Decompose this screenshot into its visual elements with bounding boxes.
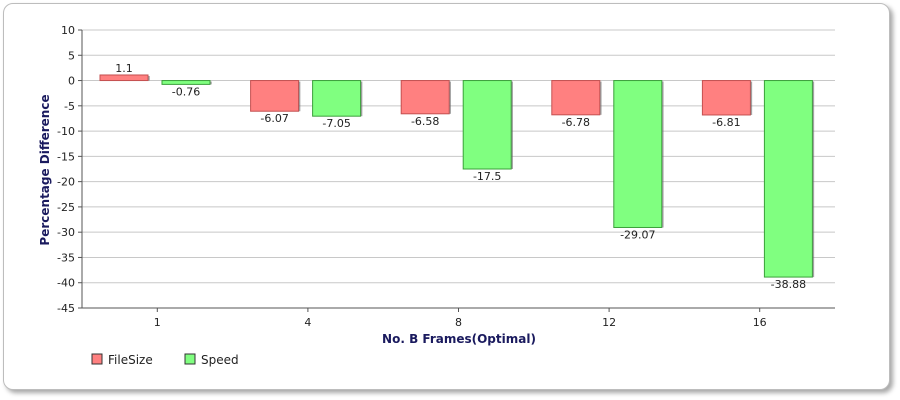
bar-filesize [551,80,601,116]
y-tick-label: -40 [57,277,75,290]
bar-speed [161,80,211,85]
data-label: -29.07 [620,228,655,241]
y-tick-label: -35 [57,251,75,264]
legend-swatch-speed [184,353,196,365]
y-tick-label: -10 [57,125,75,138]
bars [99,74,815,278]
legend: FileSize Speed [91,353,239,367]
plot-area [82,30,835,308]
data-label: -38.88 [771,278,806,291]
bar-speed [312,80,362,117]
legend-label-filesize: FileSize [108,353,153,367]
bar-speed [613,80,663,228]
y-tick-label: -30 [57,226,75,239]
y-tick-label: -20 [57,176,75,189]
bar-filesize [400,80,450,115]
x-tick-label: 4 [304,316,311,329]
data-label: -17.5 [473,170,501,183]
data-label: -6.81 [712,116,740,129]
bar-speed [462,80,512,170]
x-tick-label: 12 [602,316,616,329]
data-label: 1.1 [115,62,133,75]
data-label: -6.78 [562,116,590,129]
legend-label-speed: Speed [201,353,239,367]
y-axis-title: Percentage Difference [38,94,52,245]
data-label: -0.76 [172,85,200,98]
x-tick-label: 8 [455,316,462,329]
data-label: -7.05 [322,117,350,130]
axes: 10 5 0 -5 -10 -15 -20 -25 -30 -35 -40 -45 1 4 8 12 16 [57,24,835,329]
y-tick-label: -5 [64,100,75,113]
y-tick-label: -15 [57,150,75,163]
x-axis-title: No. B Frames(Optimal) [382,332,536,346]
x-tick-label: 16 [753,316,767,329]
bar-speed [763,80,813,278]
y-tick-label: -25 [57,201,75,214]
legend-swatch-filesize [91,353,103,365]
y-tick-label: 5 [68,49,75,62]
data-label: -6.07 [260,112,288,125]
data-label: -6.58 [411,115,439,128]
data-labels: 1.1 -0.76 -6.07 -7.05 -6.58 -17.5 -6.78 -29.07 -… [115,62,806,291]
bar-filesize [701,80,751,116]
bar-filesize [99,74,149,82]
x-tick-label: 1 [154,316,161,329]
grid-lines [82,29,835,309]
y-tick-label: 10 [61,24,75,37]
y-tick-label: -45 [57,302,75,315]
bar-filesize [250,80,300,112]
y-tick-label: 0 [68,75,75,88]
